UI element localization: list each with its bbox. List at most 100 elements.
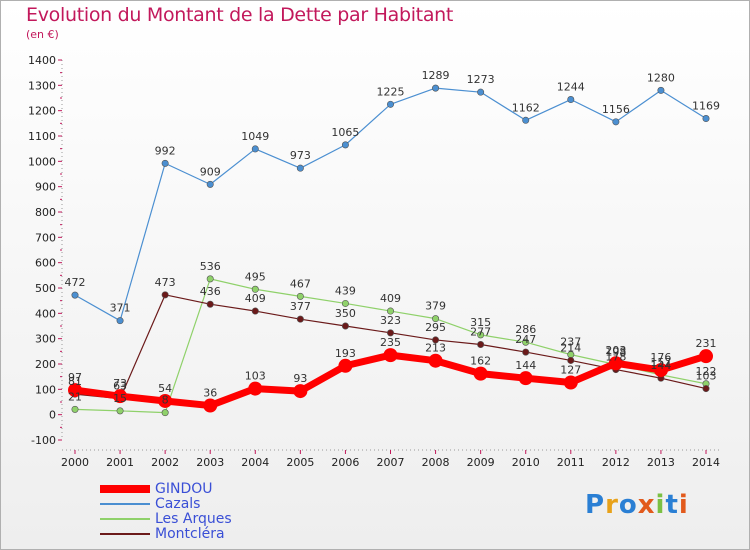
data-point <box>251 307 259 315</box>
data-point <box>653 363 668 378</box>
data-label: 379 <box>425 300 446 313</box>
data-label: 103 <box>696 370 717 383</box>
data-label: 377 <box>290 300 311 313</box>
data-point <box>341 141 349 149</box>
data-point <box>206 300 214 308</box>
y-tick-label: 900 <box>35 181 56 194</box>
data-label: 103 <box>245 370 266 383</box>
data-label: 973 <box>290 149 311 162</box>
data-label: 1289 <box>422 69 450 82</box>
y-tick-label: 500 <box>35 282 56 295</box>
data-label: 436 <box>200 285 221 298</box>
data-point <box>161 291 169 299</box>
x-tick-label: 2001 <box>106 456 134 469</box>
y-tick-label: 600 <box>35 257 56 270</box>
data-point <box>612 118 620 126</box>
data-label: 1244 <box>557 81 585 94</box>
data-point <box>702 385 710 393</box>
data-label: 54 <box>158 382 172 395</box>
data-label: 235 <box>380 336 401 349</box>
data-point <box>432 315 440 323</box>
x-tick-label: 2006 <box>331 456 359 469</box>
x-tick-label: 2007 <box>377 456 405 469</box>
data-label: 237 <box>560 336 581 349</box>
data-point <box>518 371 533 386</box>
data-label: 122 <box>696 365 717 378</box>
data-point <box>341 322 349 330</box>
data-point <box>386 329 394 337</box>
data-point <box>161 159 169 167</box>
data-label: 193 <box>335 347 356 360</box>
legend-swatch <box>100 533 150 535</box>
data-point <box>71 291 79 299</box>
legend-label: Cazals <box>155 496 201 512</box>
x-tick-label: 2003 <box>196 456 224 469</box>
chart-subtitle: (en €) <box>26 28 59 41</box>
data-label: 467 <box>290 277 311 290</box>
data-point <box>563 375 578 390</box>
data-label: 286 <box>515 323 536 336</box>
data-point <box>206 275 214 283</box>
data-point <box>251 285 259 293</box>
data-point <box>567 356 575 364</box>
data-label: 213 <box>425 342 446 355</box>
data-label: 214 <box>560 341 581 354</box>
data-label: 8 <box>162 394 169 407</box>
data-label: 409 <box>380 292 401 305</box>
data-point <box>116 407 124 415</box>
data-label: 157 <box>650 356 671 369</box>
data-point <box>567 96 575 104</box>
logo-letter: i <box>678 490 689 520</box>
data-point <box>251 145 259 153</box>
data-label: 1049 <box>241 130 269 143</box>
data-label: 495 <box>245 270 266 283</box>
data-label: 909 <box>200 165 221 178</box>
x-tick-label: 2004 <box>241 456 269 469</box>
x-tick-label: 2012 <box>602 456 630 469</box>
data-point <box>248 381 263 396</box>
data-label: 409 <box>245 292 266 305</box>
data-point <box>608 356 623 371</box>
data-label: 536 <box>200 260 221 273</box>
data-label: 73 <box>113 377 127 390</box>
data-point <box>293 384 308 399</box>
data-label: 1225 <box>377 85 405 98</box>
logo-letter: r <box>605 490 619 520</box>
x-tick-label: 2013 <box>647 456 675 469</box>
y-tick-label: 1400 <box>28 54 56 67</box>
data-label: 203 <box>605 344 626 357</box>
data-label: 178 <box>605 351 626 364</box>
legend-label: Montcléra <box>155 526 225 542</box>
data-point <box>383 348 398 363</box>
data-label: 1162 <box>512 101 540 114</box>
logo-letter: x <box>637 490 656 520</box>
data-point <box>702 115 710 123</box>
data-point <box>432 336 440 344</box>
data-point <box>341 299 349 307</box>
data-point <box>206 180 214 188</box>
y-tick-label: 1100 <box>28 130 56 143</box>
data-label: 36 <box>203 387 217 400</box>
data-label: 1065 <box>331 126 359 139</box>
data-label: 350 <box>335 307 356 320</box>
data-point <box>477 340 485 348</box>
y-tick-label: 100 <box>35 383 56 396</box>
data-point <box>386 307 394 315</box>
data-point <box>428 353 443 368</box>
chart-title: Evolution du Montant de la Dette par Hab… <box>26 4 454 26</box>
data-point <box>338 358 353 373</box>
data-label: 176 <box>650 351 671 364</box>
logo-letter: t <box>665 490 679 520</box>
data-point <box>432 84 440 92</box>
data-label: 315 <box>470 316 491 329</box>
data-label: 295 <box>425 321 446 334</box>
legend-swatch <box>100 518 150 520</box>
data-label: 162 <box>470 355 491 368</box>
data-label: 1280 <box>647 71 675 84</box>
legend-label: Les Arques <box>155 511 232 527</box>
x-tick-label: 2000 <box>61 456 89 469</box>
data-label: 277 <box>470 325 491 338</box>
data-label: 63 <box>113 380 127 393</box>
